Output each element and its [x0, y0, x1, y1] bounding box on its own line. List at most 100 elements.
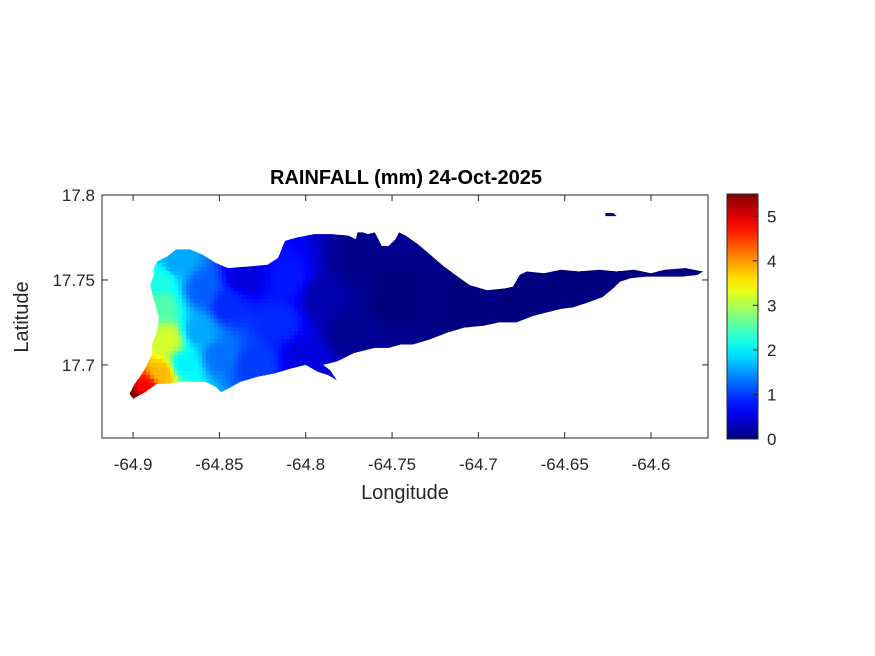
- rainfall-cell: [542, 303, 547, 308]
- rainfall-cell: [694, 271, 699, 276]
- rainfall-cell: [614, 275, 619, 280]
- rainfall-cell: [398, 311, 403, 316]
- rainfall-cell: [338, 275, 343, 280]
- rainfall-cell: [414, 283, 419, 288]
- rainfall-cell: [194, 315, 199, 320]
- rainfall-cell: [254, 283, 259, 288]
- rainfall-cell: [546, 299, 551, 304]
- rainfall-cell: [302, 279, 307, 284]
- rainfall-cell: [366, 279, 371, 284]
- rainfall-cell: [282, 251, 287, 256]
- rainfall-cell: [158, 287, 163, 292]
- rainfall-cell: [534, 271, 539, 276]
- rainfall-cell: [182, 319, 187, 324]
- rainfall-cell: [526, 315, 531, 320]
- rainfall-cell: [306, 303, 311, 308]
- rainfall-cell: [278, 275, 283, 280]
- rainfall-cell: [174, 299, 179, 304]
- rainfall-cell: [290, 287, 295, 292]
- rainfall-cell: [354, 235, 359, 240]
- rainfall-cell: [406, 271, 411, 276]
- rainfall-cell: [458, 315, 463, 320]
- rainfall-cell: [158, 315, 163, 320]
- rainfall-cell: [262, 315, 267, 320]
- rainfall-cell: [206, 303, 211, 308]
- rainfall-cell: [462, 295, 467, 300]
- rainfall-cell: [358, 291, 363, 296]
- rainfall-cell: [178, 299, 183, 304]
- rainfall-cell: [454, 303, 459, 308]
- rainfall-cell: [330, 319, 335, 324]
- rainfall-cell: [286, 319, 291, 324]
- rainfall-cell: [366, 319, 371, 324]
- rainfall-cell: [382, 319, 387, 324]
- rainfall-cell: [466, 299, 471, 304]
- rainfall-cell: [214, 283, 219, 288]
- rainfall-cell: [634, 275, 639, 280]
- rainfall-cell: [226, 267, 231, 272]
- rainfall-cell: [430, 275, 435, 280]
- rainfall-cell: [538, 275, 543, 280]
- rainfall-cell: [450, 271, 455, 276]
- rainfall-cell: [314, 267, 319, 272]
- rainfall-cell: [186, 279, 191, 284]
- rainfall-cell: [306, 251, 311, 256]
- rainfall-cell: [510, 299, 515, 304]
- rainfall-cell: [210, 259, 215, 264]
- rainfall-cell: [154, 283, 159, 288]
- rainfall-cell: [434, 291, 439, 296]
- rainfall-cell: [234, 291, 239, 296]
- rainfall-cell: [530, 303, 535, 308]
- rainfall-cell: [206, 287, 211, 292]
- rainfall-cell: [298, 319, 303, 324]
- rainfall-cell: [274, 267, 279, 272]
- rainfall-cell: [446, 315, 451, 320]
- rainfall-cell: [418, 311, 423, 316]
- rainfall-cell: [178, 259, 183, 264]
- rainfall-cell: [426, 307, 431, 312]
- rainfall-cell: [278, 307, 283, 312]
- rainfall-cell: [294, 283, 299, 288]
- rainfall-cell: [374, 311, 379, 316]
- rainfall-cell: [338, 315, 343, 320]
- rainfall-cell: [546, 275, 551, 280]
- rainfall-cell: [330, 311, 335, 316]
- rainfall-cell: [278, 283, 283, 288]
- rainfall-cell: [262, 287, 267, 292]
- rainfall-cell: [350, 291, 355, 296]
- rainfall-cell: [242, 283, 247, 288]
- rainfall-cell: [390, 315, 395, 320]
- rainfall-cell: [406, 263, 411, 268]
- rainfall-cell: [610, 279, 615, 284]
- rainfall-cell: [274, 283, 279, 288]
- rainfall-cell: [650, 271, 655, 276]
- rainfall-cell: [430, 307, 435, 312]
- rainfall-cell: [370, 299, 375, 304]
- rainfall-cell: [250, 275, 255, 280]
- rainfall-cell: [158, 263, 163, 268]
- rainfall-cell: [334, 303, 339, 308]
- rainfall-cell: [354, 311, 359, 316]
- rainfall-cell: [474, 299, 479, 304]
- rainfall-cell: [334, 243, 339, 248]
- rainfall-cell: [342, 291, 347, 296]
- rainfall-cell: [282, 259, 287, 264]
- rainfall-cell: [254, 287, 259, 292]
- rainfall-cell: [254, 299, 259, 304]
- rainfall-cell: [326, 263, 331, 268]
- rainfall-cell: [330, 259, 335, 264]
- rainfall-cell: [246, 307, 251, 312]
- rainfall-cell: [170, 295, 175, 300]
- rainfall-cell: [518, 287, 523, 292]
- rainfall-cell: [514, 287, 519, 292]
- rainfall-cell: [274, 275, 279, 280]
- rainfall-cell: [358, 271, 363, 276]
- rainfall-cell: [414, 303, 419, 308]
- rainfall-cell: [426, 291, 431, 296]
- rainfall-cell: [514, 315, 519, 320]
- rainfall-cell: [166, 259, 171, 264]
- rainfall-cell: [374, 303, 379, 308]
- rainfall-cell: [518, 275, 523, 280]
- rainfall-cell: [382, 299, 387, 304]
- rainfall-cell: [194, 299, 199, 304]
